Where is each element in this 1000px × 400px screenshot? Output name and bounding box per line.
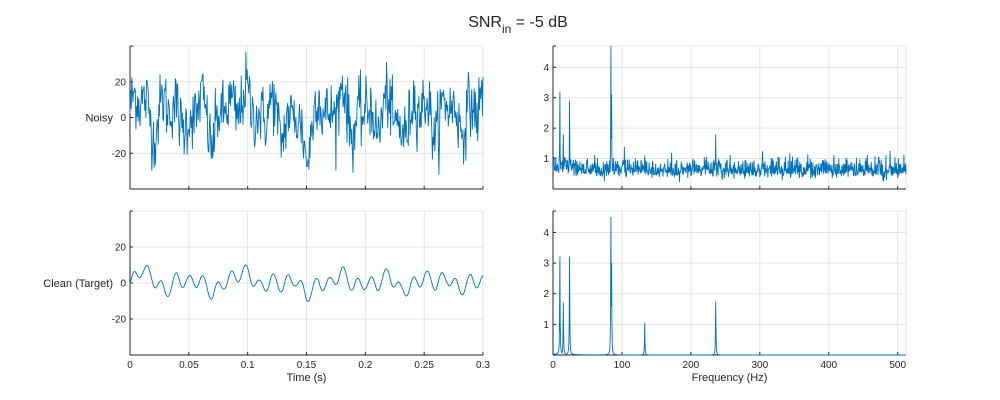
clean-time-axes: -20 0 20 0 0.05 0.1 0.15 0.2 0.25 0.3 Clean (Targe… bbox=[43, 210, 490, 384]
y-tick-label: -20 bbox=[112, 315, 127, 326]
clean-signal-line bbox=[129, 264, 484, 302]
y-tick-label: 1 bbox=[543, 154, 549, 165]
x-axis-label: Time (s) bbox=[287, 372, 327, 384]
y-tick-label: 3 bbox=[543, 259, 549, 270]
figure-title: SNRin = -5 dB bbox=[468, 14, 568, 36]
clean-spectrum-line bbox=[552, 217, 906, 356]
y-tick-label: 4 bbox=[543, 228, 549, 239]
x-tick-label: 0 bbox=[127, 360, 133, 371]
noisy-spectrum-line bbox=[552, 45, 907, 183]
x-tick-label: 0.1 bbox=[241, 360, 255, 371]
y-tick-label: 1 bbox=[543, 320, 549, 331]
x-tick-label: 0.05 bbox=[179, 360, 199, 371]
y-tick-label: 20 bbox=[115, 77, 127, 88]
x-tick-label: 0.2 bbox=[358, 360, 372, 371]
noisy-spectrum-axes: 1 2 3 4 bbox=[543, 45, 907, 190]
x-tick-label: 300 bbox=[751, 360, 768, 371]
y-tick-label: 0 bbox=[120, 113, 126, 124]
y-tick-label: 0 bbox=[120, 279, 126, 290]
y-axis-label: Noisy bbox=[85, 113, 113, 125]
x-tick-label: 0.25 bbox=[414, 360, 434, 371]
y-tick-label: 2 bbox=[543, 124, 549, 135]
title-tail: = -5 dB bbox=[511, 14, 567, 31]
y-tick-label: 4 bbox=[543, 63, 549, 74]
y-tick-label: 3 bbox=[543, 93, 549, 104]
x-tick-label: 0.15 bbox=[297, 360, 317, 371]
noisy-time-axes: -20 0 20 Noisy bbox=[85, 45, 484, 190]
title-subscript: in bbox=[502, 22, 511, 36]
title-main: SNR bbox=[468, 14, 502, 31]
x-tick-label: 0.3 bbox=[476, 360, 490, 371]
noisy-signal-line bbox=[129, 51, 484, 175]
x-tick-label: 400 bbox=[820, 360, 837, 371]
x-tick-label: 100 bbox=[614, 360, 631, 371]
x-axis-label: Frequency (Hz) bbox=[692, 372, 768, 384]
x-tick-label: 200 bbox=[683, 360, 700, 371]
x-tick-label: 500 bbox=[889, 360, 906, 371]
clean-spectrum-axes: 1 2 3 4 0 100 200 300 400 500 Frequency (Hz) bbox=[543, 210, 907, 384]
y-tick-label: 2 bbox=[543, 289, 549, 300]
y-tick-label: 20 bbox=[115, 243, 127, 254]
y-axis-label: Clean (Target) bbox=[43, 278, 113, 290]
y-tick-label: -20 bbox=[112, 149, 127, 160]
x-tick-label: 0 bbox=[550, 360, 556, 371]
